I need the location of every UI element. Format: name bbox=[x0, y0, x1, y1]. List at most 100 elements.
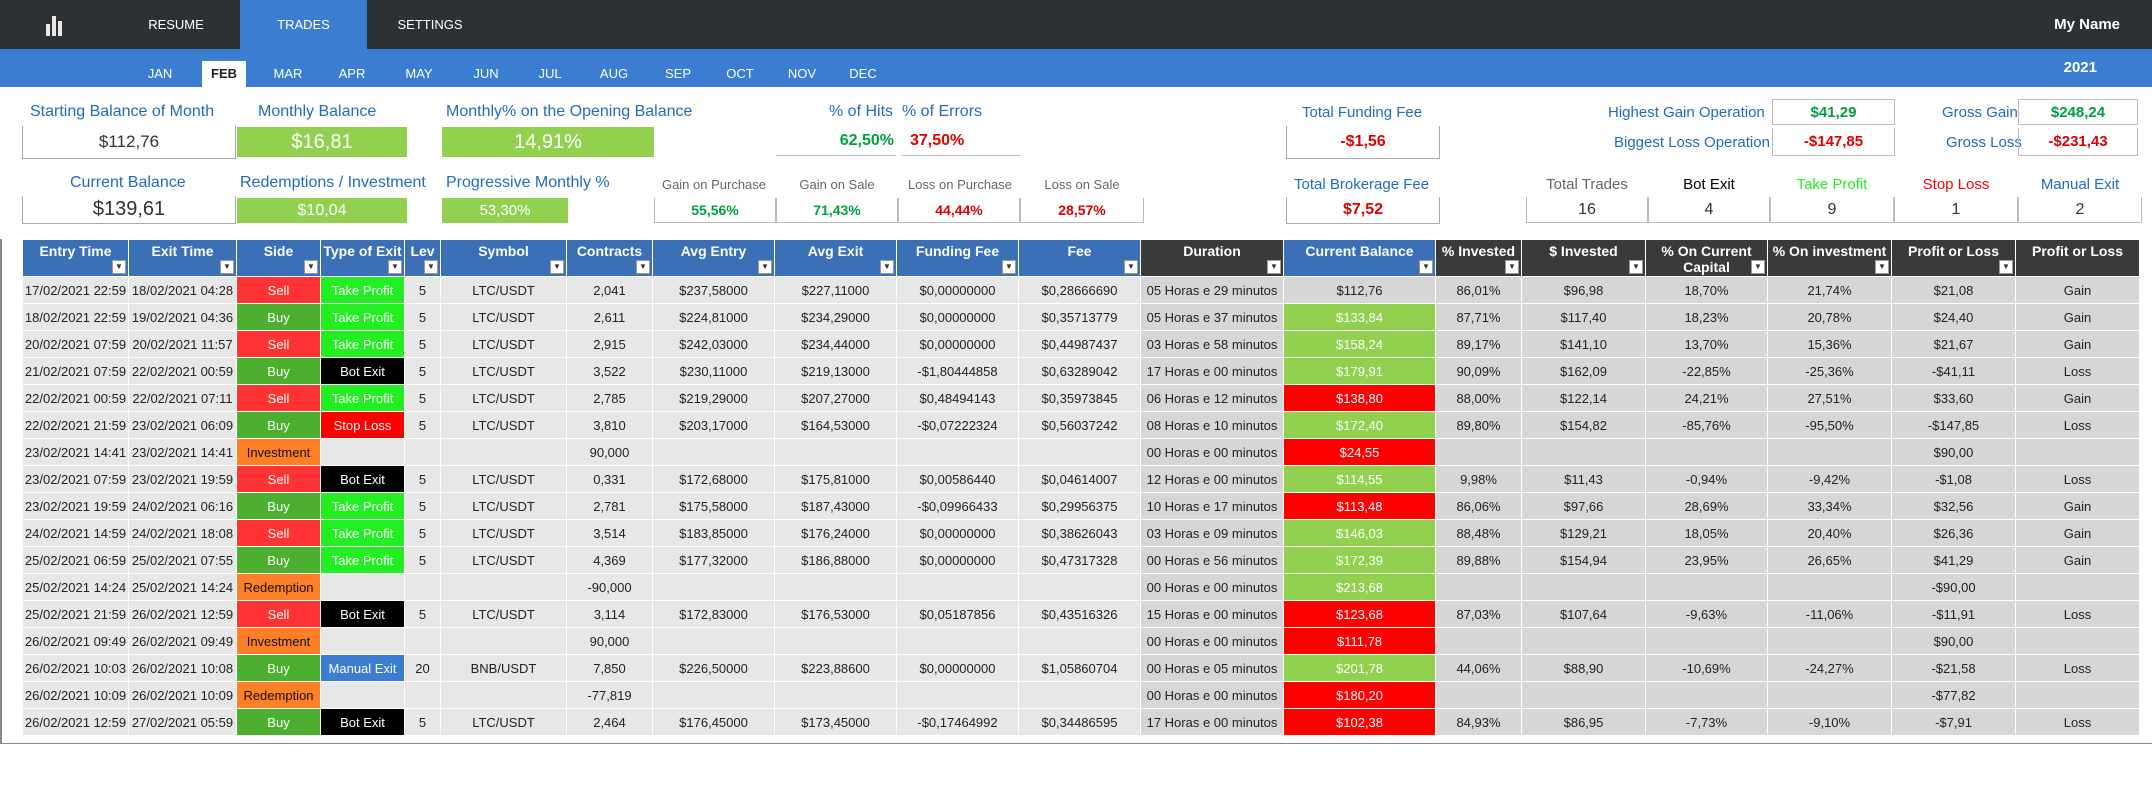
cell-exit-time[interactable]: 24/02/2021 06:16 bbox=[128, 492, 237, 520]
cell-result[interactable]: Gain bbox=[2015, 276, 2140, 304]
month-jul[interactable]: JUL bbox=[538, 66, 562, 81]
cell-avg-entry[interactable] bbox=[652, 627, 775, 655]
cell-avg-entry[interactable] bbox=[652, 573, 775, 601]
cell-contracts[interactable]: 3,514 bbox=[566, 519, 653, 547]
cell-contracts[interactable]: -90,000 bbox=[566, 573, 653, 601]
cell-result[interactable]: Gain bbox=[2015, 384, 2140, 412]
cell-symbol[interactable] bbox=[440, 627, 567, 655]
cell-contracts[interactable]: 2,464 bbox=[566, 708, 653, 736]
cell-duration[interactable]: 03 Horas e 58 minutos bbox=[1140, 330, 1284, 358]
cell-fee[interactable]: $0,43516326 bbox=[1018, 600, 1141, 628]
cell-pct-on-investment[interactable] bbox=[1767, 573, 1892, 601]
cell-avg-exit[interactable] bbox=[774, 438, 897, 466]
cell-result[interactable]: Loss bbox=[2015, 600, 2140, 628]
cell-entry-time[interactable]: 26/02/2021 09:49 bbox=[22, 627, 129, 655]
cell-contracts[interactable]: 0,331 bbox=[566, 465, 653, 493]
filter-dropdown-icon[interactable]: ▼ bbox=[388, 260, 402, 274]
cell-duration[interactable]: 00 Horas e 00 minutos bbox=[1140, 573, 1284, 601]
cell-leverage[interactable] bbox=[404, 681, 441, 709]
cell-avg-exit[interactable] bbox=[774, 681, 897, 709]
cell-avg-exit[interactable]: $176,53000 bbox=[774, 600, 897, 628]
cell-pct-on-current-capital[interactable]: -0,94% bbox=[1645, 465, 1768, 493]
cell-fee[interactable]: $0,38626043 bbox=[1018, 519, 1141, 547]
cell-avg-exit[interactable] bbox=[774, 573, 897, 601]
cell-pct-invested[interactable]: 88,00% bbox=[1435, 384, 1522, 412]
cell-avg-entry[interactable]: $219,29000 bbox=[652, 384, 775, 412]
cell-avg-entry[interactable]: $230,11000 bbox=[652, 357, 775, 385]
cell-pct-on-current-capital[interactable] bbox=[1645, 627, 1768, 655]
cell-profit-or-loss[interactable]: -$90,00 bbox=[1891, 573, 2016, 601]
cell-entry-time[interactable]: 18/02/2021 22:59 bbox=[22, 303, 129, 331]
cell-usd-invested[interactable] bbox=[1521, 627, 1646, 655]
cell-funding-fee[interactable] bbox=[896, 573, 1019, 601]
cell-funding-fee[interactable]: $0,00586440 bbox=[896, 465, 1019, 493]
cell-pct-invested[interactable]: 86,01% bbox=[1435, 276, 1522, 304]
cell-result[interactable]: Gain bbox=[2015, 519, 2140, 547]
cell-entry-time[interactable]: 25/02/2021 14:24 bbox=[22, 573, 129, 601]
table-row[interactable]: 26/02/2021 12:59 27/02/2021 05:59 Buy Bot E… bbox=[22, 708, 2140, 736]
cell-profit-or-loss[interactable]: -$21,58 bbox=[1891, 654, 2016, 682]
table-row[interactable]: 22/02/2021 00:59 22/02/2021 07:11 Sell Take… bbox=[22, 384, 2140, 412]
cell-funding-fee[interactable]: $0,00000000 bbox=[896, 546, 1019, 574]
cell-pct-on-investment[interactable]: 26,65% bbox=[1767, 546, 1892, 574]
cell-exit-time[interactable]: 26/02/2021 10:08 bbox=[128, 654, 237, 682]
table-row[interactable]: 18/02/2021 22:59 19/02/2021 04:36 Buy Take … bbox=[22, 303, 2140, 331]
cell-fee[interactable]: $0,63289042 bbox=[1018, 357, 1141, 385]
cell-result[interactable]: Loss bbox=[2015, 465, 2140, 493]
cell-pct-on-current-capital[interactable]: 13,70% bbox=[1645, 330, 1768, 358]
table-row[interactable]: 26/02/2021 09:49 26/02/2021 09:49 Investme… bbox=[22, 627, 2140, 655]
table-row[interactable]: 26/02/2021 10:03 26/02/2021 10:08 Buy Manua… bbox=[22, 654, 2140, 682]
cell-usd-invested[interactable]: $154,82 bbox=[1521, 411, 1646, 439]
cell-result[interactable]: Loss bbox=[2015, 654, 2140, 682]
cell-symbol[interactable]: LTC/USDT bbox=[440, 357, 567, 385]
filter-dropdown-icon[interactable]: ▼ bbox=[1875, 260, 1889, 274]
cell-leverage[interactable]: 5 bbox=[404, 600, 441, 628]
cell-avg-entry[interactable]: $183,85000 bbox=[652, 519, 775, 547]
cell-profit-or-loss[interactable]: $90,00 bbox=[1891, 627, 2016, 655]
cell-side[interactable]: Redemption bbox=[236, 681, 321, 709]
bar-chart-icon[interactable] bbox=[46, 14, 68, 36]
cell-pct-on-investment[interactable]: -9,10% bbox=[1767, 708, 1892, 736]
table-row[interactable]: 23/02/2021 14:41 23/02/2021 14:41 Investme… bbox=[22, 438, 2140, 466]
cell-avg-entry[interactable]: $175,58000 bbox=[652, 492, 775, 520]
cell-avg-exit[interactable]: $164,53000 bbox=[774, 411, 897, 439]
cell-pct-on-current-capital[interactable]: -10,69% bbox=[1645, 654, 1768, 682]
cell-avg-entry[interactable]: $176,45000 bbox=[652, 708, 775, 736]
cell-side[interactable]: Buy bbox=[236, 303, 321, 331]
cell-pct-on-investment[interactable]: -95,50% bbox=[1767, 411, 1892, 439]
table-row[interactable]: 17/02/2021 22:59 18/02/2021 04:28 Sell Take… bbox=[22, 276, 2140, 304]
cell-symbol[interactable]: LTC/USDT bbox=[440, 600, 567, 628]
cell-profit-or-loss[interactable]: -$147,85 bbox=[1891, 411, 2016, 439]
cell-current-balance[interactable]: $114,55 bbox=[1283, 465, 1436, 493]
cell-exit-time[interactable]: 27/02/2021 05:59 bbox=[128, 708, 237, 736]
filter-dropdown-icon[interactable]: ▼ bbox=[304, 260, 318, 274]
cell-current-balance[interactable]: $180,20 bbox=[1283, 681, 1436, 709]
cell-pct-invested[interactable]: 89,17% bbox=[1435, 330, 1522, 358]
cell-usd-invested[interactable]: $117,40 bbox=[1521, 303, 1646, 331]
cell-pct-on-investment[interactable] bbox=[1767, 681, 1892, 709]
cell-pct-on-investment[interactable] bbox=[1767, 438, 1892, 466]
cell-type-of-exit[interactable]: Manual Exit bbox=[320, 654, 405, 682]
cell-usd-invested[interactable]: $107,64 bbox=[1521, 600, 1646, 628]
cell-profit-or-loss[interactable]: -$41,11 bbox=[1891, 357, 2016, 385]
cell-profit-or-loss[interactable]: $24,40 bbox=[1891, 303, 2016, 331]
cell-leverage[interactable]: 20 bbox=[404, 654, 441, 682]
cell-pct-on-investment[interactable] bbox=[1767, 627, 1892, 655]
cell-pct-on-current-capital[interactable]: 28,69% bbox=[1645, 492, 1768, 520]
cell-type-of-exit[interactable]: Take Profit bbox=[320, 384, 405, 412]
cell-entry-time[interactable]: 24/02/2021 14:59 bbox=[22, 519, 129, 547]
cell-type-of-exit[interactable]: Take Profit bbox=[320, 276, 405, 304]
cell-type-of-exit[interactable] bbox=[320, 438, 405, 466]
cell-leverage[interactable]: 5 bbox=[404, 384, 441, 412]
month-aug[interactable]: AUG bbox=[599, 66, 629, 81]
cell-exit-time[interactable]: 23/02/2021 19:59 bbox=[128, 465, 237, 493]
cell-exit-time[interactable]: 24/02/2021 18:08 bbox=[128, 519, 237, 547]
cell-entry-time[interactable]: 26/02/2021 10:03 bbox=[22, 654, 129, 682]
cell-pct-invested[interactable]: 89,88% bbox=[1435, 546, 1522, 574]
cell-exit-time[interactable]: 26/02/2021 10:09 bbox=[128, 681, 237, 709]
cell-fee[interactable]: $1,05860704 bbox=[1018, 654, 1141, 682]
cell-contracts[interactable]: 2,041 bbox=[566, 276, 653, 304]
cell-funding-fee[interactable]: $0,00000000 bbox=[896, 276, 1019, 304]
cell-result[interactable]: Gain bbox=[2015, 330, 2140, 358]
cell-exit-time[interactable]: 23/02/2021 06:09 bbox=[128, 411, 237, 439]
